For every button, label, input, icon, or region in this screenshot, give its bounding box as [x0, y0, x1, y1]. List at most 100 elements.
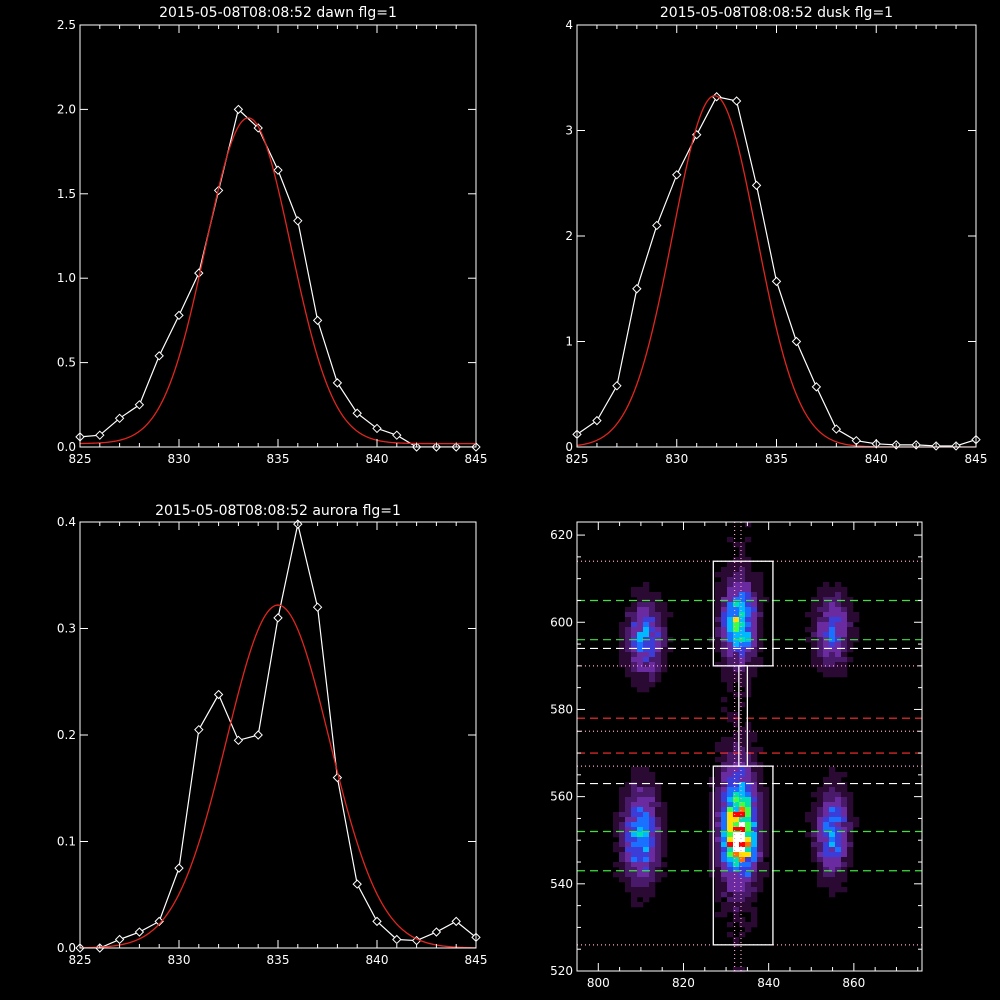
- heatmap-cell: [727, 617, 734, 623]
- heatmap-cell: [745, 772, 752, 778]
- heatmap-cell: [739, 817, 746, 823]
- heatmap-cell: [751, 807, 758, 813]
- heatmap-cell: [829, 777, 836, 783]
- data-point-marker: [114, 413, 125, 424]
- heatmap-cell: [637, 622, 644, 628]
- heatmap-cell: [853, 617, 860, 623]
- heatmap-cell: [835, 802, 842, 808]
- heatmap-cell: [745, 822, 752, 828]
- heatmap-cell: [757, 832, 764, 838]
- heatmap-cell: [721, 892, 728, 898]
- heatmap-cell: [733, 642, 740, 648]
- heatmap-cell: [817, 877, 824, 883]
- heatmap-cell: [715, 757, 722, 763]
- heatmap-cell: [817, 617, 824, 623]
- heatmap-cell: [709, 812, 716, 818]
- heatmap-cell: [829, 852, 836, 858]
- heatmap-cell: [619, 622, 626, 628]
- heatmap-cell: [715, 612, 722, 618]
- heatmap-cell: [649, 812, 656, 818]
- y-tick-label: 0.2: [57, 728, 76, 742]
- heatmap-cell: [625, 847, 632, 853]
- heatmap-cell: [829, 597, 836, 603]
- heatmap-cell: [763, 872, 770, 878]
- heatmap-cell: [613, 822, 620, 828]
- heatmap-cell: [757, 627, 764, 633]
- heatmap-cell: [823, 812, 830, 818]
- heatmap-cell: [733, 567, 740, 573]
- x-tick-label: 840: [757, 976, 780, 990]
- y-tick-label: 0.0: [57, 941, 76, 955]
- heatmap-cell: [655, 792, 662, 798]
- heatmap-cell: [823, 842, 830, 848]
- heatmap-cell: [817, 637, 824, 643]
- heatmap-cell: [649, 787, 656, 793]
- heatmap-cell: [733, 632, 740, 638]
- heatmap-cell: [661, 617, 668, 623]
- heatmap-cell: [751, 772, 758, 778]
- heatmap-cell: [829, 887, 836, 893]
- heatmap-cell: [643, 607, 650, 613]
- heatmap-cell: [733, 562, 740, 568]
- heatmap-cell: [847, 792, 854, 798]
- heatmap-cell: [637, 632, 644, 638]
- heatmap-cell: [823, 627, 830, 633]
- y-tick-label: 0.0: [57, 440, 76, 454]
- heatmap-cell: [733, 762, 740, 768]
- heatmap-cell: [619, 827, 626, 833]
- heatmap-cell: [739, 672, 746, 678]
- heatmap-cell: [631, 667, 638, 673]
- heatmap-cell: [643, 587, 650, 593]
- heatmap-cell: [745, 757, 752, 763]
- heatmap-cell: [829, 672, 836, 678]
- heatmap-cell: [715, 892, 722, 898]
- heatmap-cell: [661, 812, 668, 818]
- heatmap-cell: [715, 662, 722, 668]
- heatmap-cell: [709, 782, 716, 788]
- heatmap-cell: [631, 807, 638, 813]
- heatmap-cell: [661, 647, 668, 653]
- heatmap-cell: [655, 877, 662, 883]
- heatmap-cell: [757, 587, 764, 593]
- heatmap-cell: [847, 617, 854, 623]
- heatmap-cell: [727, 792, 734, 798]
- heatmap-cell: [751, 792, 758, 798]
- heatmap-cell: [727, 922, 734, 928]
- heatmap-cell: [757, 872, 764, 878]
- heatmap-cell: [721, 797, 728, 803]
- heatmap-cell: [817, 867, 824, 873]
- heatmap-cell: [739, 682, 746, 688]
- heatmap-cell: [817, 662, 824, 668]
- heatmap-cell: [835, 777, 842, 783]
- heatmap-cell: [751, 917, 758, 923]
- heatmap-cell: [727, 717, 734, 723]
- heatmap-cell: [817, 787, 824, 793]
- heatmap-cell: [817, 632, 824, 638]
- heatmap-cell: [625, 782, 632, 788]
- heatmap-cell: [835, 872, 842, 878]
- y-tick-label: 620: [550, 528, 573, 542]
- heatmap-cell: [805, 812, 812, 818]
- heatmap-cell: [751, 827, 758, 833]
- heatmap-cell: [649, 797, 656, 803]
- heatmap-cell: [619, 817, 626, 823]
- heatmap-cell: [757, 632, 764, 638]
- y-tick-label: 0: [565, 440, 573, 454]
- heatmap-cell: [757, 842, 764, 848]
- heatmap-cell: [745, 852, 752, 858]
- heatmap-cell: [733, 662, 740, 668]
- heatmap-cell: [661, 872, 668, 878]
- heatmap-cell: [835, 617, 842, 623]
- heatmap-cell: [751, 747, 758, 753]
- heatmap-cell: [823, 797, 830, 803]
- heatmap-cell: [757, 812, 764, 818]
- data-point-marker: [253, 730, 263, 740]
- heatmap-cell: [829, 892, 836, 898]
- heatmap-cell: [727, 802, 734, 808]
- heatmap-cell: [841, 787, 848, 793]
- data-point-marker: [95, 430, 105, 440]
- heatmap-cell: [817, 627, 824, 633]
- heatmap-cell: [739, 572, 746, 578]
- heatmap-cell: [631, 782, 638, 788]
- heatmap-cell: [751, 647, 758, 653]
